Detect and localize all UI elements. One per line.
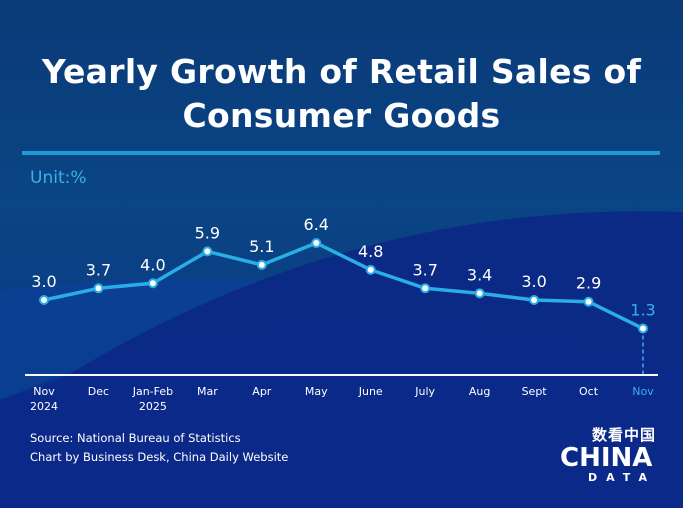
x-tick-label: Nov — [33, 385, 55, 398]
source-text: Source: National Bureau of Statistics — [30, 431, 241, 445]
data-point — [638, 323, 648, 334]
x-tick-label: Mar — [197, 385, 218, 398]
x-tick-label: Jan-Feb — [132, 385, 173, 398]
data-point — [202, 246, 213, 257]
data-point — [39, 295, 49, 306]
data-label: 4.8 — [358, 242, 383, 261]
data-point — [311, 238, 322, 249]
x-tick-label: Dec — [88, 385, 109, 398]
title-line-2: Consumer Goods — [182, 96, 501, 135]
unit-label: Unit:% — [30, 168, 87, 188]
data-label: 4.0 — [140, 255, 165, 274]
divider — [22, 151, 660, 155]
x-tick-label: May — [305, 385, 328, 398]
data-point — [420, 283, 431, 294]
data-point — [93, 283, 104, 294]
x-tick-label: Oct — [579, 385, 599, 398]
x-tick-label: Apr — [252, 385, 272, 398]
data-label: 2.9 — [576, 274, 601, 293]
data-label: 6.4 — [304, 215, 329, 234]
data-label: 3.7 — [86, 260, 111, 279]
x-tick-label: Aug — [469, 385, 490, 398]
x-tick-label: June — [358, 385, 383, 398]
data-label: 5.1 — [249, 237, 274, 256]
x-tick-label: July — [414, 385, 435, 398]
x-tick-label: Nov — [632, 385, 654, 398]
credit-text: Chart by Business Desk, China Daily Webs… — [30, 450, 289, 464]
china-data-logo: 数看中国 CHINA DATA — [556, 424, 656, 484]
logo-main: CHINA — [560, 443, 653, 473]
data-label: 1.3 — [630, 301, 655, 320]
data-label: 3.7 — [412, 260, 437, 279]
data-label: 3.0 — [31, 272, 56, 291]
x-tick-label: 2025 — [139, 400, 167, 413]
x-tick-label: Sept — [522, 385, 548, 398]
series-line — [43, 241, 644, 331]
data-point — [147, 278, 158, 289]
x-tick-label: 2024 — [30, 400, 58, 413]
data-point — [474, 288, 485, 299]
data-point — [529, 295, 540, 306]
title-line-1: Yearly Growth of Retail Sales of — [41, 52, 642, 91]
logo-cn: 数看中国 — [592, 426, 657, 444]
data-label: 5.9 — [195, 223, 220, 242]
data-point — [583, 296, 594, 307]
data-point — [365, 264, 376, 275]
logo-sub: DATA — [588, 471, 656, 484]
data-label: 3.4 — [467, 265, 492, 284]
data-label: 3.0 — [521, 272, 546, 291]
data-point — [256, 259, 267, 270]
title: Yearly Growth of Retail Sales of Consumer… — [0, 50, 683, 138]
